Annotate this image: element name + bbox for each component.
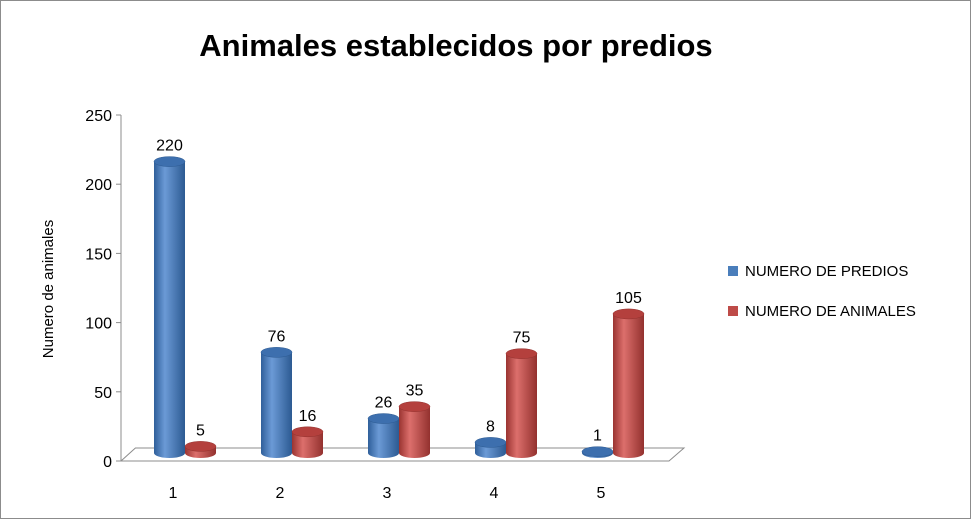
bar-body	[613, 313, 644, 458]
chart-title: Animales establecidos por predios	[199, 28, 712, 63]
bar-series1-cat3	[367, 413, 400, 458]
bar-series1-cat5	[581, 446, 614, 458]
y-tick-label: 200	[85, 177, 112, 194]
y-axis: 0 50 100 150 200 250	[85, 108, 122, 471]
x-tick-label: 2	[276, 485, 285, 502]
bar-top	[367, 413, 400, 424]
bar-top	[398, 401, 431, 412]
x-axis-ticks: 1 2 3 4 5	[169, 485, 606, 502]
bar-top	[184, 441, 217, 452]
bar-top	[474, 437, 507, 448]
x-tick-label: 3	[383, 485, 392, 502]
bar-series2-cat4	[505, 348, 538, 458]
data-label: 75	[513, 330, 531, 347]
data-label: 35	[406, 383, 424, 400]
bar-body	[292, 431, 323, 458]
x-tick-label: 4	[490, 485, 499, 502]
bar-body	[506, 353, 537, 458]
bar-top	[260, 347, 293, 358]
bar-body	[154, 161, 185, 458]
bar-top	[291, 426, 324, 438]
legend: NUMERO DE PREDIOS NUMERO DE ANIMALES	[728, 263, 916, 320]
y-tick-label: 0	[103, 454, 112, 471]
bar-series2-cat5	[612, 308, 645, 458]
data-label: 26	[375, 395, 393, 412]
data-label: 1	[593, 428, 602, 445]
bar-series1-cat2	[260, 347, 293, 458]
bars	[153, 156, 645, 458]
bar-top	[581, 446, 614, 457]
data-label: 220	[156, 138, 183, 155]
data-label: 16	[299, 408, 317, 425]
bar-series1-cat4	[474, 437, 507, 458]
y-tick-label: 150	[85, 246, 112, 263]
bar-series2-cat2	[291, 426, 324, 458]
data-label: 105	[615, 290, 642, 307]
y-tick-label: 50	[94, 385, 112, 402]
legend-label: NUMERO DE PREDIOS	[745, 263, 908, 280]
data-label: 76	[268, 328, 286, 345]
data-label: 8	[486, 418, 495, 435]
bar-body	[261, 352, 292, 458]
bar-series2-cat1	[184, 441, 217, 458]
y-axis-label: Numero de animales	[40, 220, 57, 358]
y-tick-label: 250	[85, 108, 112, 125]
y-tick-label: 100	[85, 316, 112, 333]
x-tick-label: 1	[169, 485, 178, 502]
x-tick-label: 5	[597, 485, 606, 502]
data-label: 5	[196, 422, 205, 439]
bar-top	[153, 156, 186, 167]
bar-top	[505, 348, 538, 359]
legend-swatch	[728, 266, 738, 276]
data-labels: 220 76 26 8 1 5 16 35 75 105	[156, 138, 642, 445]
bar-series1-cat1	[153, 156, 186, 458]
legend-swatch	[728, 306, 738, 316]
legend-label: NUMERO DE ANIMALES	[745, 303, 916, 320]
bar-series2-cat3	[398, 401, 431, 458]
bar-body	[368, 418, 399, 458]
bar-top	[612, 308, 645, 320]
bar-body	[399, 406, 430, 458]
